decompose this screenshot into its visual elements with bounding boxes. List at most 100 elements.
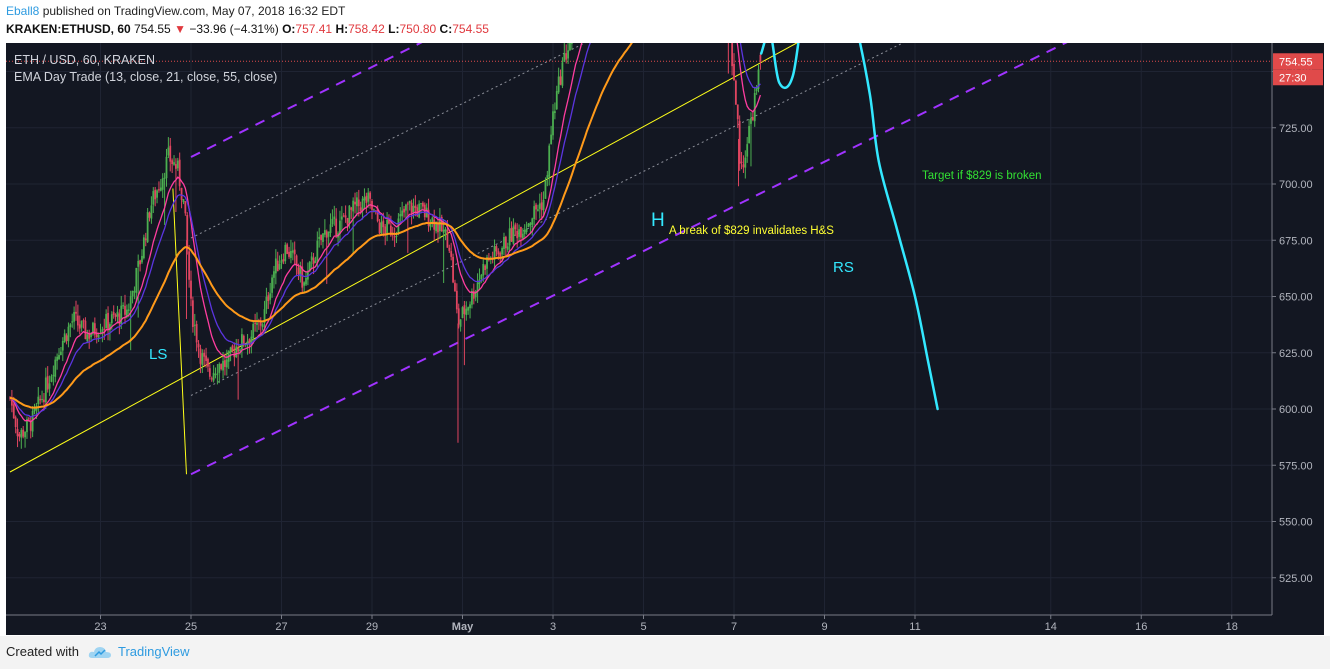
published-text: published on TradingView.com, May 07, 20…: [42, 4, 346, 18]
y-tick-label: 725.00: [1279, 123, 1313, 135]
candle-body: [452, 256, 454, 283]
candle-body: [139, 260, 141, 265]
candle-body: [291, 250, 294, 253]
head-label: H: [651, 210, 665, 231]
candle-body: [356, 197, 358, 207]
candle-body: [357, 199, 360, 207]
candle-body: [69, 324, 72, 328]
candle-body: [429, 224, 432, 228]
author-link[interactable]: Eball8: [6, 4, 40, 18]
candle-body: [746, 144, 749, 157]
candle-body: [569, 41, 571, 50]
candle-body: [161, 178, 164, 190]
ema-21-line: [9, 0, 761, 418]
candle-body: [271, 277, 273, 293]
candle-body: [504, 236, 507, 249]
x-tick-label: 11: [909, 621, 920, 633]
price-chart[interactable]: 525.00 550.00 575.00 600.00 625.00 650.00 675.…: [6, 0, 1324, 635]
y-tick-label: 650.00: [1279, 292, 1313, 304]
y-tick-label: 550.00: [1279, 517, 1313, 529]
candle-body: [182, 199, 185, 203]
candle-body: [344, 215, 347, 218]
candle-body: [348, 205, 351, 224]
candle-body: [748, 126, 750, 144]
candle-body: [437, 223, 439, 233]
candle-body: [503, 236, 505, 250]
candle-body: [114, 314, 117, 317]
candle-body: [312, 257, 315, 265]
candle-body: [220, 364, 223, 370]
candle-body: [380, 221, 383, 234]
candle-body: [382, 220, 385, 228]
candle-body: [97, 335, 100, 338]
open-value: 757.41: [295, 22, 333, 36]
candle-body: [101, 329, 104, 334]
candle-body: [26, 419, 28, 433]
candle-body: [116, 311, 119, 317]
candle-body: [418, 203, 421, 218]
last-price-tag: 754.55: [1279, 56, 1313, 68]
candle-body: [350, 207, 353, 210]
candle-body: [480, 274, 483, 280]
candle-body: [403, 208, 405, 213]
candle-body: [508, 228, 511, 246]
candle-body: [301, 266, 304, 288]
candle-body: [335, 218, 338, 236]
candle-body: [420, 203, 422, 205]
candle-body: [529, 222, 532, 226]
cloud-logo-icon: [88, 647, 111, 658]
candle-body: [18, 434, 21, 437]
candle-body: [744, 157, 747, 168]
candle-body: [323, 230, 326, 235]
candle-body: [755, 87, 758, 92]
candle-body: [201, 353, 204, 366]
candle-body: [205, 355, 207, 361]
candle-body: [159, 187, 162, 191]
candle-body: [75, 311, 77, 314]
candle-body: [306, 270, 309, 280]
candle-body: [273, 271, 275, 278]
candle-body: [156, 190, 158, 198]
candle-body: [486, 257, 488, 269]
candle-body: [555, 91, 558, 110]
candle-body: [457, 308, 460, 325]
candle-body: [135, 267, 138, 293]
candle-body: [340, 216, 343, 220]
candle-body: [506, 246, 509, 250]
candle-body: [210, 378, 213, 380]
candle-body: [41, 398, 43, 400]
quote-line: KRAKEN:ETHUSD, 60 754.55 ▼ −33.96 (−4.31…: [6, 22, 489, 36]
candle-body: [495, 246, 498, 252]
candle-body: [252, 323, 255, 339]
candle-body: [63, 333, 66, 343]
candle-body: [548, 145, 551, 177]
candle-body: [476, 282, 479, 292]
x-tick-label: May: [452, 621, 474, 633]
candle-body: [544, 180, 547, 199]
candle-body: [280, 260, 283, 264]
candle-body: [290, 250, 292, 258]
candle-body: [208, 368, 211, 377]
candle-body: [222, 360, 224, 371]
chart-area[interactable]: 525.00 550.00 575.00 600.00 625.00 650.00 675.…: [6, 0, 1324, 635]
candle-body: [367, 192, 370, 202]
candle-body: [122, 305, 125, 307]
candle-body: [446, 230, 449, 248]
close-label: C:: [439, 22, 453, 36]
candle-body: [378, 222, 381, 234]
y-tick-label: 600.00: [1279, 404, 1313, 416]
bar-countdown-tag: 27:30: [1279, 72, 1307, 84]
candle-body: [133, 291, 136, 293]
candle-body: [557, 76, 560, 93]
candle-body: [56, 356, 59, 361]
candle-body: [90, 334, 92, 338]
candle-body: [131, 290, 134, 297]
down-arrow-icon: ▼: [174, 22, 186, 36]
tradingview-link[interactable]: TradingView: [118, 644, 190, 659]
candle-body: [165, 156, 168, 179]
left-shoulder-drop-line: [172, 188, 187, 475]
candle-body: [129, 296, 132, 309]
candle-body: [124, 305, 126, 315]
candle-body: [48, 383, 51, 389]
candle-body: [542, 199, 545, 211]
